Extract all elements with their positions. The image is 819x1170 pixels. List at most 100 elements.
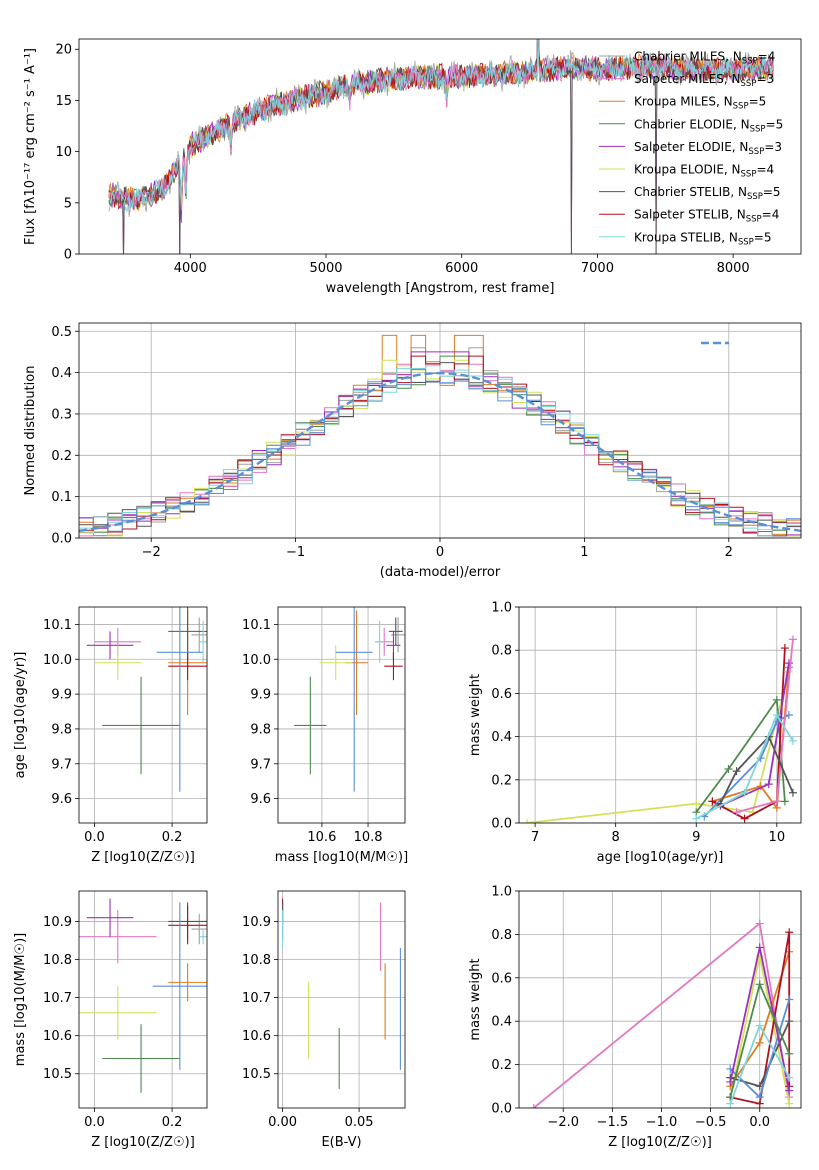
mass-weight-marker xyxy=(785,1086,794,1095)
y-axis-label: Normed distribution xyxy=(23,366,38,496)
mass-weight-marker xyxy=(755,943,764,952)
mass-weight-marker xyxy=(740,788,749,797)
legend-text-part: Salpeter MILES, N xyxy=(634,72,741,86)
y-tick-label: 0.0 xyxy=(51,532,72,547)
panel-residuals: −2 −1 0 1 2 0.0 0.1 0.2 0.3 0.4 0.5 (data-model)/er… xyxy=(23,322,802,580)
legend-label: Salpeter MILES, NSSP=3 xyxy=(634,72,774,89)
x-tick-label: −2 xyxy=(142,545,161,560)
error-bar-point xyxy=(384,652,403,681)
mass-weight-marker xyxy=(755,1021,764,1030)
x-tick-label: 8000 xyxy=(717,261,750,276)
x-tick-label: 0.2 xyxy=(162,1115,183,1130)
mass-weight-marker xyxy=(788,788,797,797)
error-bar-point xyxy=(86,631,134,660)
y-tick-label: 10.5 xyxy=(43,1067,72,1082)
error-bar-point xyxy=(102,676,180,775)
mass-weight-line xyxy=(711,647,786,820)
y-tick-label: 0.4 xyxy=(491,1015,512,1030)
error-bar-point xyxy=(156,607,204,792)
error-bar-point xyxy=(168,652,207,681)
x-axis-label: age [log10(age/yr)] xyxy=(597,850,724,865)
mass-weight-marker xyxy=(708,797,717,806)
x-axis-label: E(B-V) xyxy=(321,1135,361,1150)
error-bar-point xyxy=(79,986,157,1040)
legend-text-part: Kroupa MILES, N xyxy=(634,95,733,109)
plot-area-mass-vs-Z xyxy=(79,891,207,1108)
y-tick-label: 1.0 xyxy=(491,601,512,616)
y-tick-label: 10.8 xyxy=(43,953,72,968)
panel-mass-vs-EBV: 0.00 0.05 10.5 10.6 10.7 10.8 10.9 E(B-V) xyxy=(242,890,406,1150)
plot-area-massweight-vs-age xyxy=(519,607,801,823)
y-tick-label: 9.9 xyxy=(250,688,271,703)
error-bar-point xyxy=(191,617,207,653)
legend-text-part: =4 xyxy=(756,163,774,177)
x-tick-label: 10 xyxy=(769,830,786,845)
legend-label: Kroupa STELIB, NSSP=5 xyxy=(634,230,772,247)
error-bar-point xyxy=(388,617,403,646)
y-axis-label: mass weight xyxy=(468,958,483,1040)
legend-text-part: Chabrier ELODIE, N xyxy=(634,117,750,131)
y-axis-label: age [log10(age/yr)] xyxy=(13,652,28,779)
mass-weight-marker xyxy=(726,1077,735,1086)
mass-weight-marker xyxy=(755,980,764,989)
x-tick-label: 10.8 xyxy=(354,830,383,845)
x-axis-label: Z [log10(Z/Z☉)] xyxy=(608,1135,712,1150)
axes-frame xyxy=(277,890,406,1109)
x-tick-label: 9 xyxy=(692,830,700,845)
legend-text-part: SSP xyxy=(733,102,749,112)
x-tick-label: 0.2 xyxy=(162,830,183,845)
plot-area-mass-vs-EBV xyxy=(278,891,405,1108)
error-bar-point xyxy=(168,906,207,945)
y-tick-label: 0.5 xyxy=(51,325,72,340)
plot-area-age-vs-Z xyxy=(79,607,207,823)
mass-weight-marker xyxy=(755,1093,764,1102)
x-axis-label: wavelength [Angstrom, rest frame] xyxy=(326,281,555,296)
mass-weight-marker xyxy=(740,814,749,823)
x-tick-label: 8 xyxy=(612,830,620,845)
mass-weight-line xyxy=(695,713,794,820)
axes-frame xyxy=(78,606,208,824)
axes-frame xyxy=(277,606,406,824)
x-axis-label: (data-model)/error xyxy=(380,565,501,580)
y-tick-label: 10 xyxy=(55,145,72,160)
y-axis-label: mass weight xyxy=(468,674,483,756)
y-tick-label: 0.6 xyxy=(491,971,512,986)
y-tick-label: 0.0 xyxy=(491,1102,512,1117)
error-bar-point xyxy=(199,929,207,945)
y-tick-label: 15 xyxy=(55,94,72,109)
mass-weight-marker xyxy=(755,1038,764,1047)
legend-text-part: =5 xyxy=(754,230,772,244)
x-tick-label: 1 xyxy=(580,545,588,560)
axes-frame xyxy=(78,38,802,255)
mass-weight-marker xyxy=(692,799,701,808)
error-bar-point xyxy=(79,910,157,964)
legend-label: Chabrier ELODIE, NSSP=5 xyxy=(634,117,783,134)
legend-text-part: =5 xyxy=(749,95,767,109)
axes-frame xyxy=(518,890,802,1109)
y-tick-label: 0.2 xyxy=(491,1058,512,1073)
x-tick-label: 0.00 xyxy=(268,1115,297,1130)
x-tick-label: 2 xyxy=(725,545,733,560)
mass-weight-marker xyxy=(764,780,773,789)
error-bar-point xyxy=(102,1024,180,1093)
y-tick-label: 0.0 xyxy=(491,817,512,832)
axes-frame xyxy=(78,890,208,1109)
x-tick-label: 5000 xyxy=(309,261,342,276)
gaussian-curve xyxy=(79,371,801,532)
y-tick-label: 9.6 xyxy=(250,792,271,807)
y-tick-label: 0.4 xyxy=(51,366,72,381)
x-tick-label: 7000 xyxy=(581,261,614,276)
legend-label: Kroupa MILES, NSSP=5 xyxy=(634,95,766,112)
x-tick-label: 0.0 xyxy=(84,830,105,845)
y-tick-label: 9.6 xyxy=(51,792,72,807)
panel-age-vs-mass: 10.6 10.8 9.6 9.7 9.8 9.9 10.0 10.1 mass [log10(… xyxy=(242,606,408,865)
x-tick-label: 0.05 xyxy=(345,1115,374,1130)
error-bar-point xyxy=(191,913,207,945)
mass-weight-marker xyxy=(724,765,733,773)
y-tick-label: 5 xyxy=(64,196,72,211)
panel-spectrum: 4000 5000 6000 7000 8000 0 5 10 15 20 wavelength [… xyxy=(23,38,802,296)
mass-weight-marker xyxy=(755,919,764,928)
y-tick-label: 0.1 xyxy=(51,490,72,505)
